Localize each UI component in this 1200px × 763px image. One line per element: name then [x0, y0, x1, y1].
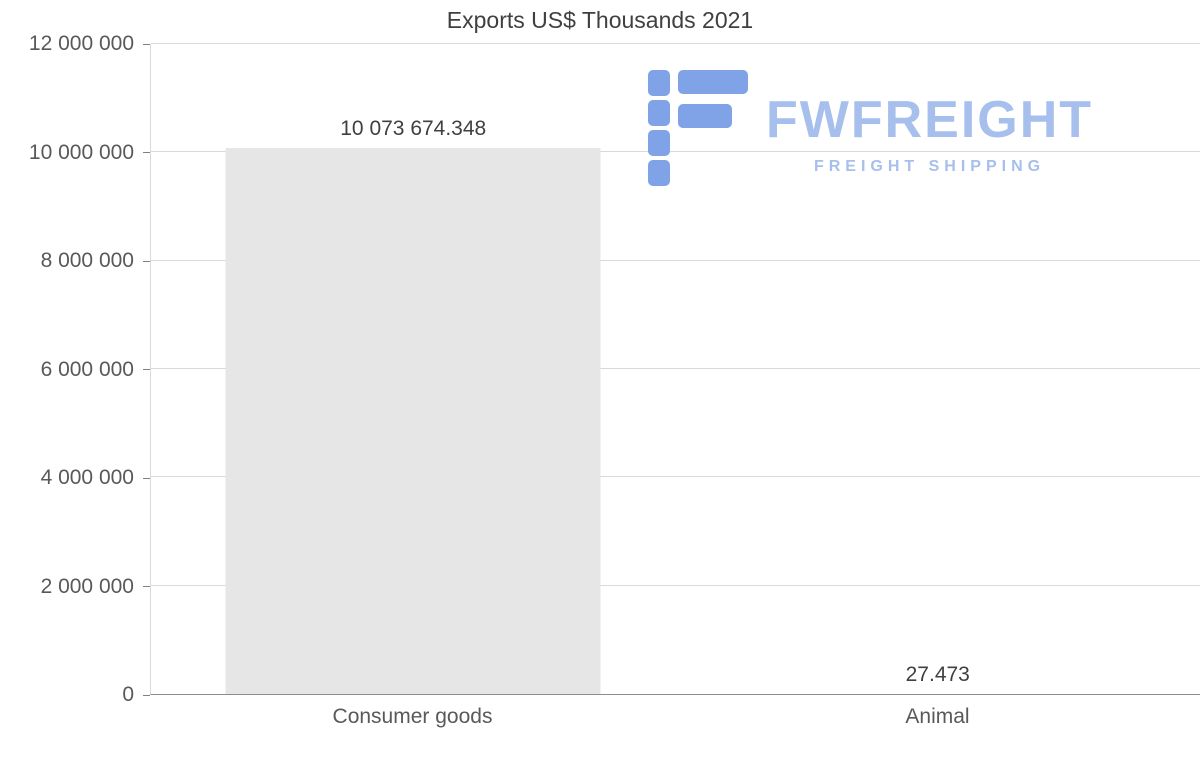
bar-slot: 27.473	[676, 44, 1200, 694]
gridline	[151, 43, 1200, 44]
y-tick-label: 8 000 000	[40, 249, 134, 273]
gridline	[151, 476, 1200, 478]
y-tick-mark	[143, 43, 150, 45]
y-tick-mark	[143, 260, 150, 262]
y-tick-label: 4 000 000	[40, 466, 134, 490]
y-tick-mark	[143, 694, 150, 696]
plot-area: 10 073 674.348 27.473	[150, 43, 1200, 695]
y-axis: 0 2 000 000 4 000 000 6 000 000 8 000 000 10 …	[0, 32, 150, 706]
y-tick-label: 6 000 000	[40, 357, 134, 381]
bar-value-label: 10 073 674.348	[340, 117, 487, 141]
fwfreight-logo: FWFREIGHT FREIGHT SHIPPING	[648, 70, 1093, 188]
y-tick-label: 2 000 000	[40, 574, 134, 598]
x-category-label: Animal	[905, 705, 970, 728]
gridline	[151, 368, 1200, 369]
y-tick-mark	[143, 369, 150, 370]
gridline	[151, 259, 1200, 261]
gridline	[151, 151, 1200, 153]
chart-title: Exports US$ Thousands 2021	[446, 7, 754, 33]
x-category-label: Consumer goods	[332, 705, 493, 728]
y-tick-label: 0	[122, 683, 134, 706]
bar-consumer-goods	[225, 148, 601, 694]
y-tick-label: 10 000 000	[28, 140, 134, 164]
x-axis: Consumer goods Animal	[150, 705, 1200, 729]
bar-value-label: 27.473	[905, 663, 970, 686]
bar-slot: 10 073 674.348	[151, 44, 676, 694]
fwfreight-logo-icon	[648, 70, 748, 186]
fwfreight-logo-text: FWFREIGHT FREIGHT SHIPPING	[766, 70, 1093, 176]
y-tick-mark	[143, 152, 150, 153]
y-tick-mark	[143, 477, 150, 479]
y-tick-mark	[143, 586, 150, 588]
fwfreight-brand-text: FWFREIGHT	[766, 91, 1094, 149]
gridline	[151, 584, 1200, 586]
fwfreight-tagline-text: FREIGHT SHIPPING	[813, 158, 1046, 175]
y-tick-label: 12 000 000	[28, 32, 134, 55]
